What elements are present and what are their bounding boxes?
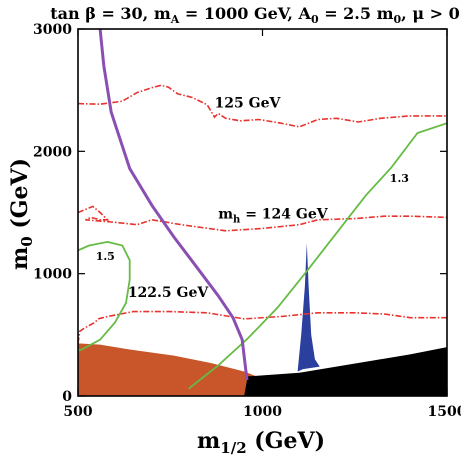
x-tick-label: 500: [63, 404, 92, 420]
ratio-contour-label: 1.5: [96, 250, 115, 263]
x-axis-title: m1/2 (GeV): [197, 428, 325, 457]
x-tick-label: 1000: [243, 404, 282, 420]
stau-lsp-region: [78, 343, 267, 396]
y-tick-label: 0: [62, 389, 72, 405]
chart-title: tan β = 30, mA = 1000 GeV, A0 = 2.5 m0, …: [50, 4, 459, 26]
purple-boundary-curve: [98, 29, 249, 381]
higgs-mass-contour: [78, 310, 447, 344]
y-tick-label: 1000: [33, 267, 72, 283]
higgs-mass-contour: [78, 84, 447, 128]
y-axis-title: m0 (GeV): [7, 158, 36, 270]
higgs-contour-label: 125 GeV: [215, 95, 282, 111]
relic-density-strip: [297, 243, 320, 372]
ratio-contour-label: 1.3: [390, 172, 409, 185]
higgs-contour-label: mh = 124 GeV: [218, 207, 329, 226]
ratio-contour: [78, 240, 131, 352]
higgs-mass-contour: [78, 205, 447, 232]
y-tick-label: 3000: [33, 22, 72, 38]
higgs-contour-label: 122.5 GeV: [128, 285, 210, 301]
ratio-contour: [188, 122, 447, 390]
y-tick-label: 2000: [33, 144, 72, 160]
charged-lsp-region: [244, 347, 447, 396]
plot-area: 125 GeV mh = 124 GeV 122.5 GeV 1.3 1.5: [78, 29, 447, 396]
